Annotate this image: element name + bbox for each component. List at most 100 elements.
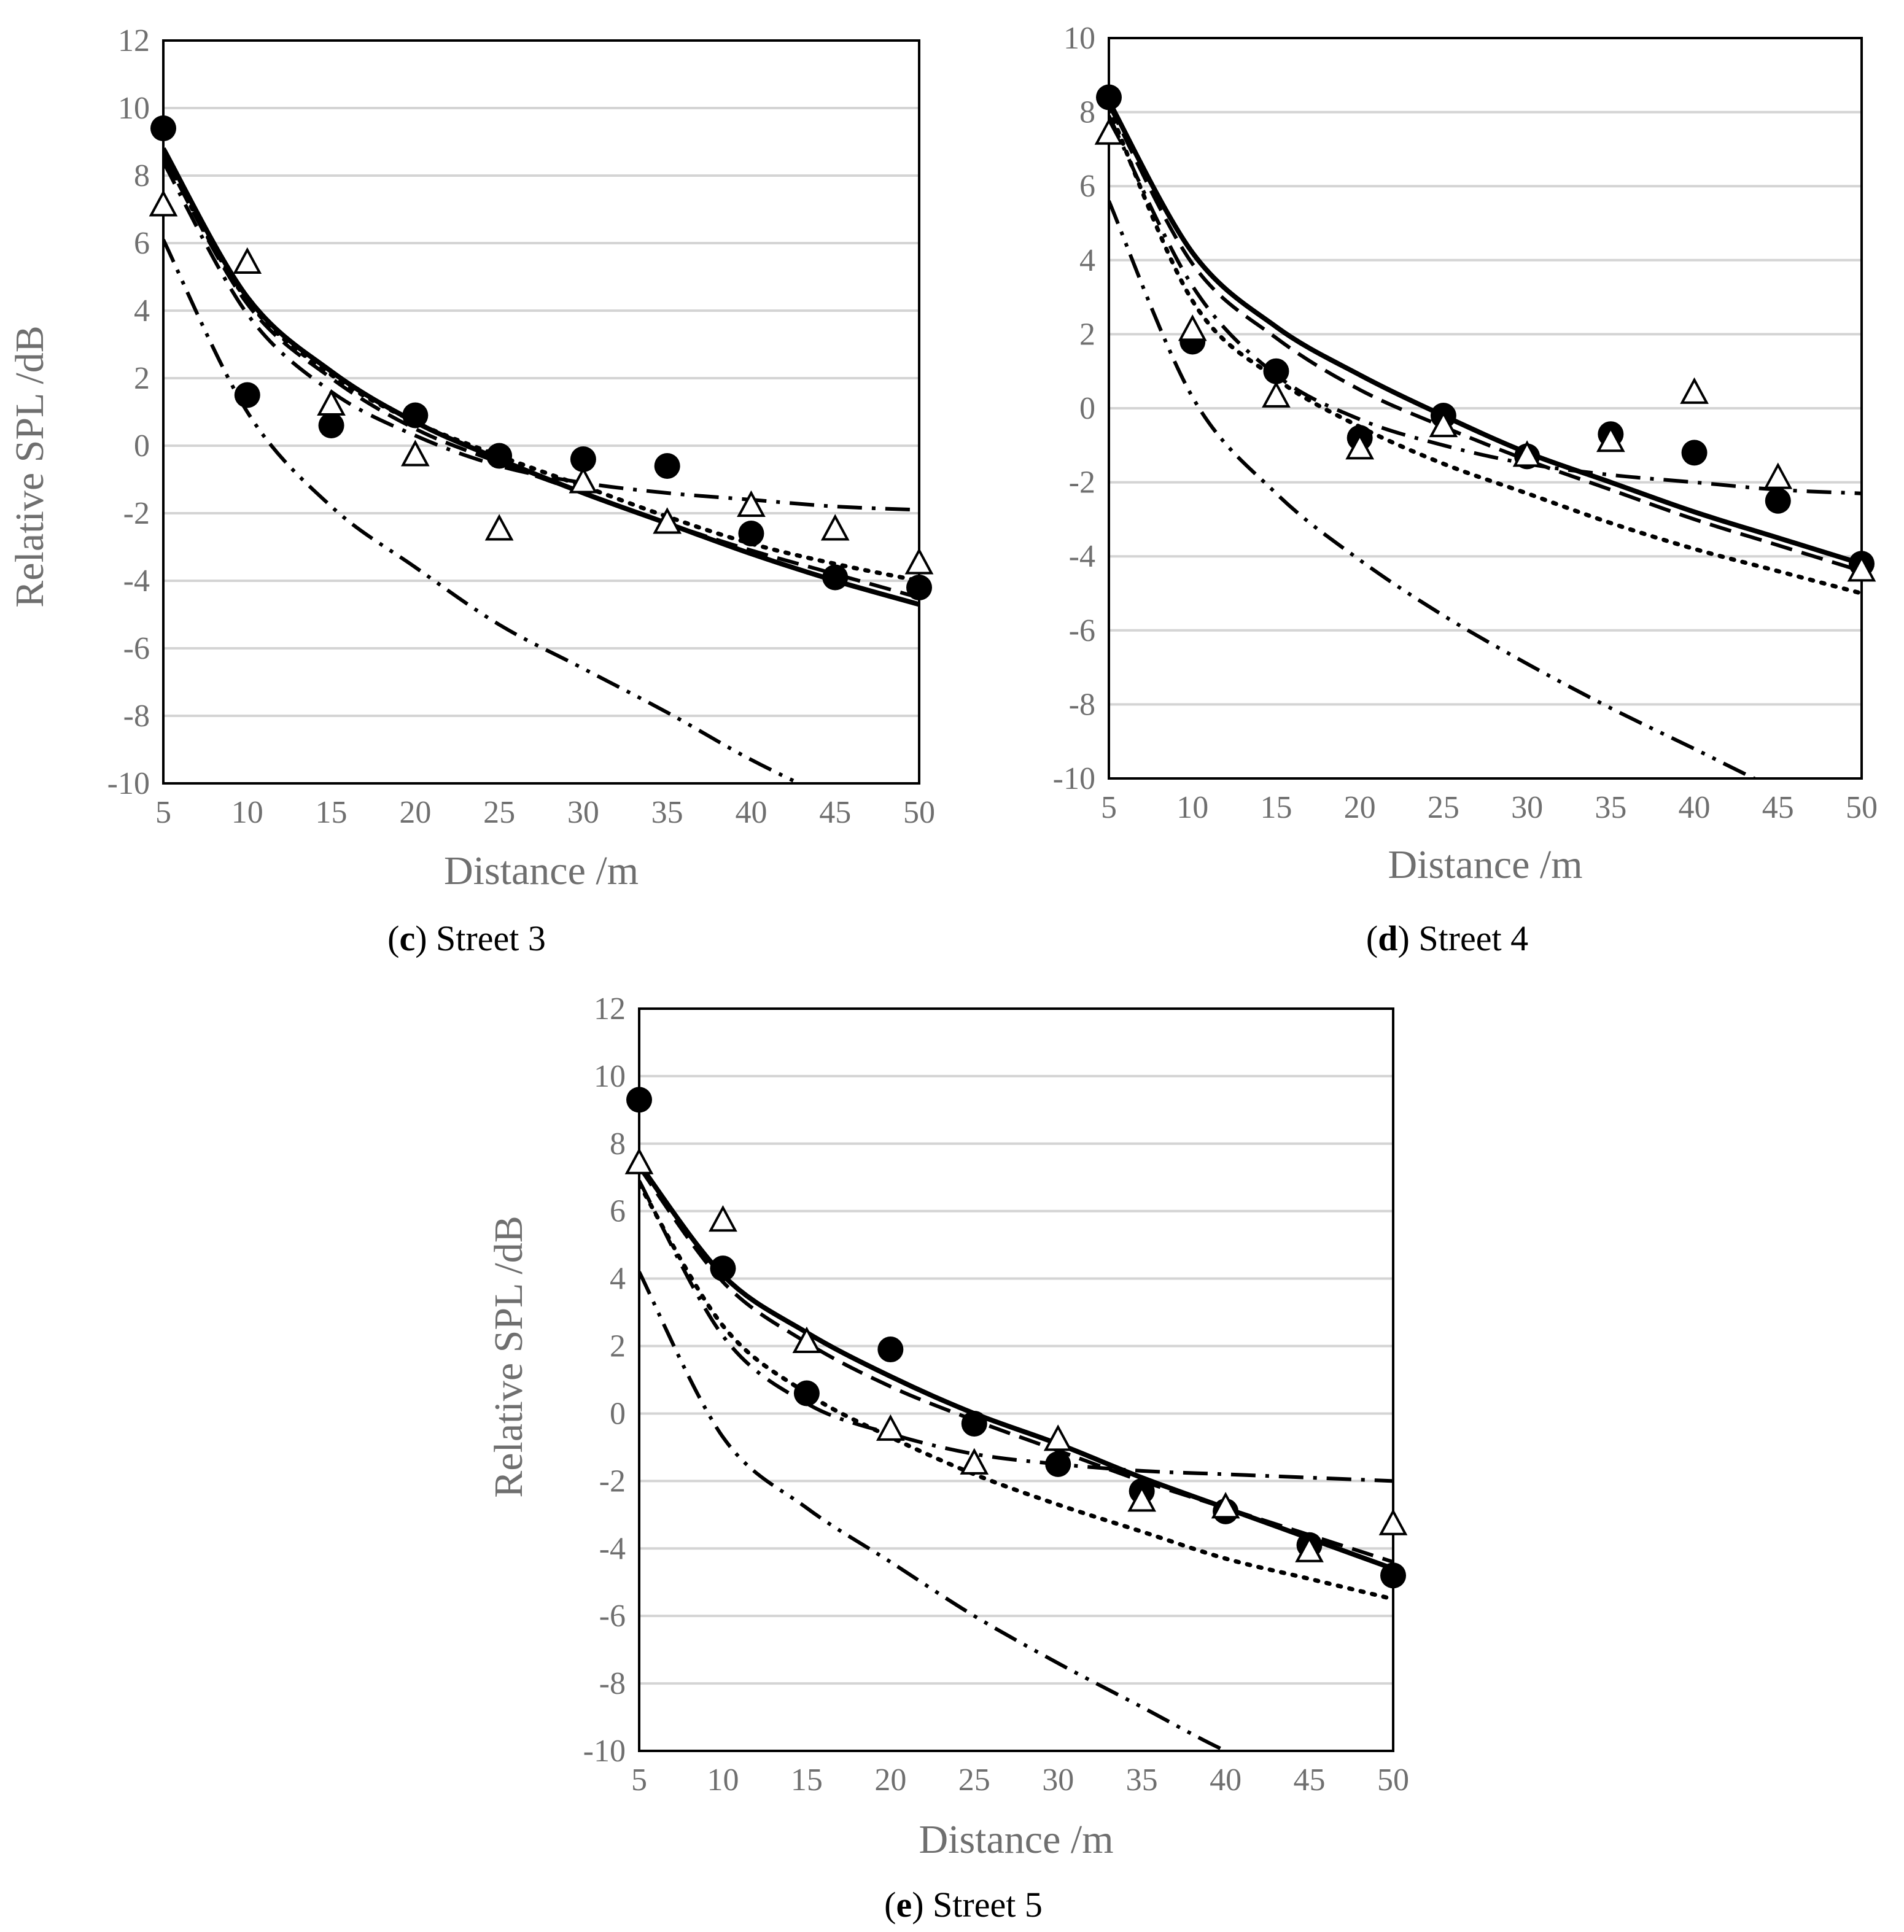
panel-c: -10 -8 -6 -4 -2 0 2 4 6 8 10 12 5 10 15 20 25 30 35 40 45 50 D… bbox=[7, 23, 935, 958]
x-axis-label: Distance /m bbox=[919, 1817, 1113, 1862]
y-tick-label: 4 bbox=[610, 1262, 626, 1297]
circle-point bbox=[234, 382, 260, 408]
dotted-line bbox=[163, 153, 919, 583]
y-tick-label: -4 bbox=[1069, 539, 1095, 574]
dotted-line bbox=[639, 1182, 1393, 1602]
triangle-point bbox=[792, 1326, 822, 1354]
caption-letter: c bbox=[399, 918, 415, 958]
circle-point bbox=[822, 564, 849, 591]
x-tick-label: 40 bbox=[735, 795, 767, 830]
x-tick-label: 5 bbox=[155, 795, 171, 830]
y-tick-label: -6 bbox=[1069, 613, 1095, 648]
circle-point bbox=[793, 1380, 820, 1406]
y-tick-label: 8 bbox=[1079, 95, 1095, 130]
circle-point bbox=[906, 575, 932, 600]
triangle-point bbox=[569, 467, 598, 494]
y-tick-label: 0 bbox=[610, 1396, 626, 1431]
dash-dot-line bbox=[163, 161, 919, 512]
circle-point bbox=[877, 1336, 904, 1363]
circle-point bbox=[738, 521, 764, 546]
x-tick-label: 35 bbox=[1595, 790, 1626, 825]
triangle-point bbox=[1512, 440, 1542, 467]
caption-text: Street 5 bbox=[933, 1885, 1043, 1925]
panel-caption: (c) Street 3 bbox=[387, 918, 546, 958]
circle-point bbox=[1380, 1562, 1406, 1589]
series-markers bbox=[1094, 84, 1876, 582]
series-markers bbox=[149, 115, 934, 600]
x-axis-label: Distance /m bbox=[444, 848, 639, 893]
series-lines bbox=[639, 1162, 1393, 1751]
circle-point bbox=[318, 413, 344, 438]
triangle-point bbox=[820, 514, 850, 541]
y-tick-label: 12 bbox=[594, 991, 626, 1026]
triangle-point bbox=[1094, 118, 1124, 145]
x-tick-label: 15 bbox=[1260, 790, 1292, 825]
series-lines bbox=[1109, 99, 1862, 778]
dash-dot-dot-line bbox=[163, 239, 804, 783]
y-tick-label: 8 bbox=[134, 158, 150, 193]
x-tick-label: 15 bbox=[791, 1763, 823, 1798]
x-tick-label: 40 bbox=[1679, 790, 1711, 825]
triangle-point bbox=[1680, 377, 1709, 404]
x-tick-label: 25 bbox=[483, 795, 515, 830]
y-tick-label: -6 bbox=[123, 631, 150, 666]
circle-point bbox=[570, 446, 596, 472]
triangle-point bbox=[1262, 381, 1291, 408]
triangle-point bbox=[1211, 1492, 1240, 1519]
y-axis-label: Relative SPL /dB bbox=[486, 1216, 531, 1498]
y-tick-label: -6 bbox=[599, 1599, 626, 1634]
y-tick-label: 6 bbox=[1079, 169, 1095, 204]
x-tick-label: 50 bbox=[1377, 1763, 1409, 1798]
triangle-point bbox=[1596, 425, 1625, 452]
circle-point bbox=[1765, 487, 1791, 514]
triangle-point bbox=[737, 490, 766, 517]
caption-open-paren: ( bbox=[884, 1885, 896, 1925]
x-tick-label: 50 bbox=[903, 795, 935, 830]
circle-point bbox=[1096, 84, 1122, 111]
triangle-point bbox=[624, 1147, 654, 1174]
solid-line bbox=[163, 147, 919, 607]
y-tick-label: 2 bbox=[134, 361, 150, 396]
x-tick-label: 5 bbox=[631, 1763, 647, 1798]
circle-point bbox=[402, 402, 429, 429]
triangle-point bbox=[1127, 1485, 1157, 1512]
caption-letter: d bbox=[1378, 918, 1397, 958]
y-tick-label: -10 bbox=[107, 766, 150, 801]
y-tick-label: 2 bbox=[1079, 317, 1095, 352]
triangle-point bbox=[1429, 410, 1458, 438]
circle-point bbox=[150, 115, 176, 141]
dashed-line bbox=[1109, 104, 1862, 573]
panel-caption: (d) Street 4 bbox=[1366, 918, 1528, 958]
triangle-point bbox=[1345, 433, 1375, 460]
y-tick-label: 0 bbox=[134, 429, 150, 464]
triangle-point bbox=[1763, 462, 1793, 489]
x-tick-label: 10 bbox=[707, 1763, 739, 1798]
x-tick-label: 45 bbox=[819, 795, 851, 830]
circle-point bbox=[1681, 440, 1708, 466]
dash-dot-dot-line bbox=[1109, 200, 1758, 778]
circle-point bbox=[626, 1087, 652, 1113]
caption-text: Street 3 bbox=[436, 918, 546, 958]
triangle-point bbox=[317, 389, 346, 416]
y-tick-label: -10 bbox=[583, 1734, 626, 1769]
y-axis-label: Relative SPL /dB bbox=[7, 325, 52, 608]
y-tick-label: 6 bbox=[610, 1194, 626, 1229]
y-tick-label: 4 bbox=[134, 293, 150, 328]
triangle-point bbox=[709, 1205, 737, 1232]
triangle-point bbox=[233, 247, 262, 274]
x-tick-label: 45 bbox=[1294, 1763, 1326, 1798]
caption-open-paren: ( bbox=[387, 918, 399, 958]
x-tick-label: 5 bbox=[1101, 790, 1117, 825]
series-lines bbox=[163, 147, 919, 783]
circle-point bbox=[961, 1410, 987, 1437]
series-markers bbox=[624, 1087, 1408, 1589]
x-tick-label: 10 bbox=[1176, 790, 1208, 825]
y-tick-label: 4 bbox=[1079, 243, 1095, 278]
circle-point bbox=[710, 1255, 736, 1282]
triangle-point bbox=[904, 548, 934, 575]
y-tick-label: -4 bbox=[123, 564, 150, 599]
plot-frame bbox=[638, 1007, 1394, 1752]
y-tick-label: 12 bbox=[118, 23, 150, 58]
y-tick-label: -2 bbox=[599, 1464, 626, 1499]
